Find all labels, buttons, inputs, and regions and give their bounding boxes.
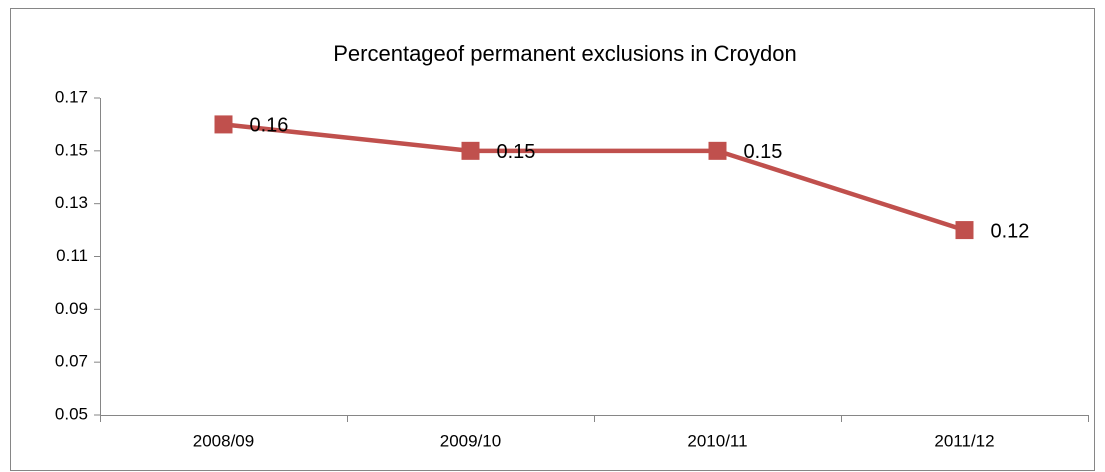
y-tick-label: 0.13 — [55, 193, 88, 212]
x-tick-label: 2010/11 — [687, 431, 747, 450]
data-label: 0.15 — [497, 141, 536, 163]
x-tick-label: 2008/09 — [193, 431, 254, 450]
marker — [461, 141, 480, 160]
x-tick-label: 2011/12 — [934, 431, 994, 450]
marker — [955, 221, 974, 240]
x-tick-label: 2009/10 — [440, 431, 501, 450]
y-tick-label: 0.09 — [55, 299, 88, 318]
data-label: 0.15 — [744, 141, 783, 163]
marker — [214, 115, 233, 134]
y-tick-label: 0.05 — [55, 404, 88, 423]
y-tick-label: 0.07 — [55, 352, 88, 371]
y-tick-label: 0.17 — [55, 87, 88, 106]
y-tick-label: 0.15 — [55, 140, 88, 159]
data-label: 0.16 — [250, 115, 289, 137]
chart-border — [10, 8, 1095, 471]
line — [223, 122, 966, 233]
y-tick-label: 0.11 — [56, 246, 88, 265]
data-label: 0.12 — [991, 220, 1030, 242]
chart-title: Percentageof permanent exclusions in Cro… — [333, 41, 797, 66]
marker — [708, 141, 727, 160]
